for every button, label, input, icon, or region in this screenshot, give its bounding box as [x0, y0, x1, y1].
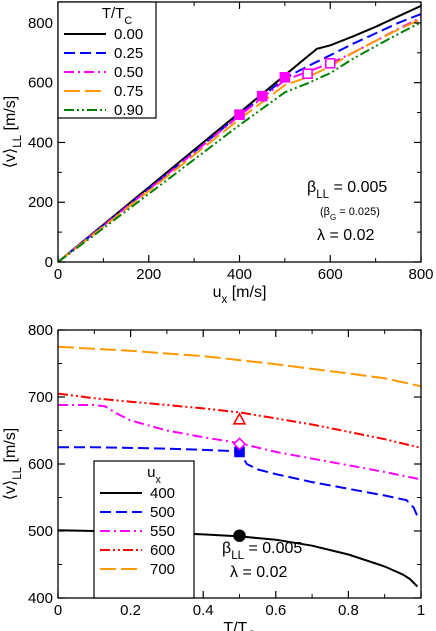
x-tick-label: 800 — [408, 266, 433, 283]
y-tick-label: 200 — [28, 194, 53, 211]
x-tick-label: 200 — [136, 266, 161, 283]
beta-ll-annotation: βLL = 0.005 — [307, 179, 387, 201]
data-marker — [232, 412, 247, 425]
data-marker — [233, 529, 246, 542]
y-tick-label: 600 — [28, 456, 53, 473]
legend-box — [57, 1, 157, 119]
y-tick-label: 400 — [28, 590, 53, 607]
series-line-0.00 — [58, 4, 421, 262]
legend-entry: 0.25 — [114, 45, 143, 62]
lambda-annotation: λ = 0.02 — [230, 564, 287, 581]
y-tick-label: 500 — [28, 523, 53, 540]
legend-entry: 700 — [150, 561, 175, 578]
legend-entry: 550 — [150, 523, 175, 540]
legend-title: T/TC — [102, 5, 133, 27]
top-chart: 0 200 400 600 800 0 200 400 600 800 ux [m/s] ⟨v⟩LL … — [2, 1, 434, 306]
y-tick-label: 700 — [28, 389, 53, 406]
series-line-500 — [58, 446, 419, 517]
legend-title: ux — [147, 464, 161, 486]
bottom-chart: 0 0.2 0.4 0.6 0.8 1 400 500 600 700 800 T/TC ⟨v⟩LL [… — [2, 322, 425, 631]
legend-entry: 0.90 — [114, 102, 143, 119]
legend-entry: 500 — [150, 504, 175, 521]
x-tick-label: 600 — [318, 266, 343, 283]
beta-g-annotation: (βG = 0.025) — [320, 206, 380, 222]
data-marker — [234, 109, 245, 120]
data-marker — [256, 90, 268, 102]
y-tick-label: 800 — [28, 322, 53, 339]
x-tick-label: 0.4 — [193, 602, 214, 619]
lambda-annotation: λ = 0.02 — [317, 227, 374, 244]
series-line-700 — [58, 345, 421, 388]
series-line-600 — [58, 392, 421, 449]
x-axis-label: T/TC — [223, 620, 255, 631]
y-axis-label: ⟨v⟩LL [m/s] — [2, 96, 24, 168]
y-axis-label: ⟨v⟩LL [m/s] — [2, 428, 24, 500]
legend-box — [93, 460, 195, 599]
data-marker — [302, 68, 313, 80]
x-tick-label: 1 — [417, 602, 425, 619]
series-line-0.75 — [58, 18, 421, 262]
x-tick-label: 400 — [227, 266, 252, 283]
y-tick-label: 800 — [28, 15, 53, 32]
y-tick-label: 0 — [45, 254, 53, 271]
x-tick-label: 0.8 — [338, 602, 359, 619]
beta-ll-annotation: βLL = 0.005 — [222, 540, 302, 562]
x-tick-label: 0.6 — [265, 602, 286, 619]
data-marker — [324, 57, 336, 69]
legend-entry: 0.00 — [114, 26, 143, 43]
legend-entry: 400 — [150, 485, 175, 502]
data-marker — [279, 72, 291, 83]
legend-entry: 600 — [150, 542, 175, 559]
series-group — [58, 4, 421, 262]
data-marker — [232, 437, 247, 451]
x-tick-label: 0 — [54, 266, 62, 283]
y-tick-label: 600 — [28, 75, 53, 92]
legend-entry: 0.75 — [114, 83, 143, 100]
x-tick-label: 0.2 — [120, 602, 141, 619]
series-line-0.90 — [58, 21, 421, 262]
legend-entry: 0.50 — [114, 64, 143, 81]
x-axis-label: ux [m/s] — [213, 284, 267, 306]
legend: T/TC0.00 0.25 0.50 0.75 0.90 — [57, 1, 157, 119]
y-tick-label: 400 — [28, 134, 53, 151]
x-tick-label: 0 — [54, 602, 62, 619]
